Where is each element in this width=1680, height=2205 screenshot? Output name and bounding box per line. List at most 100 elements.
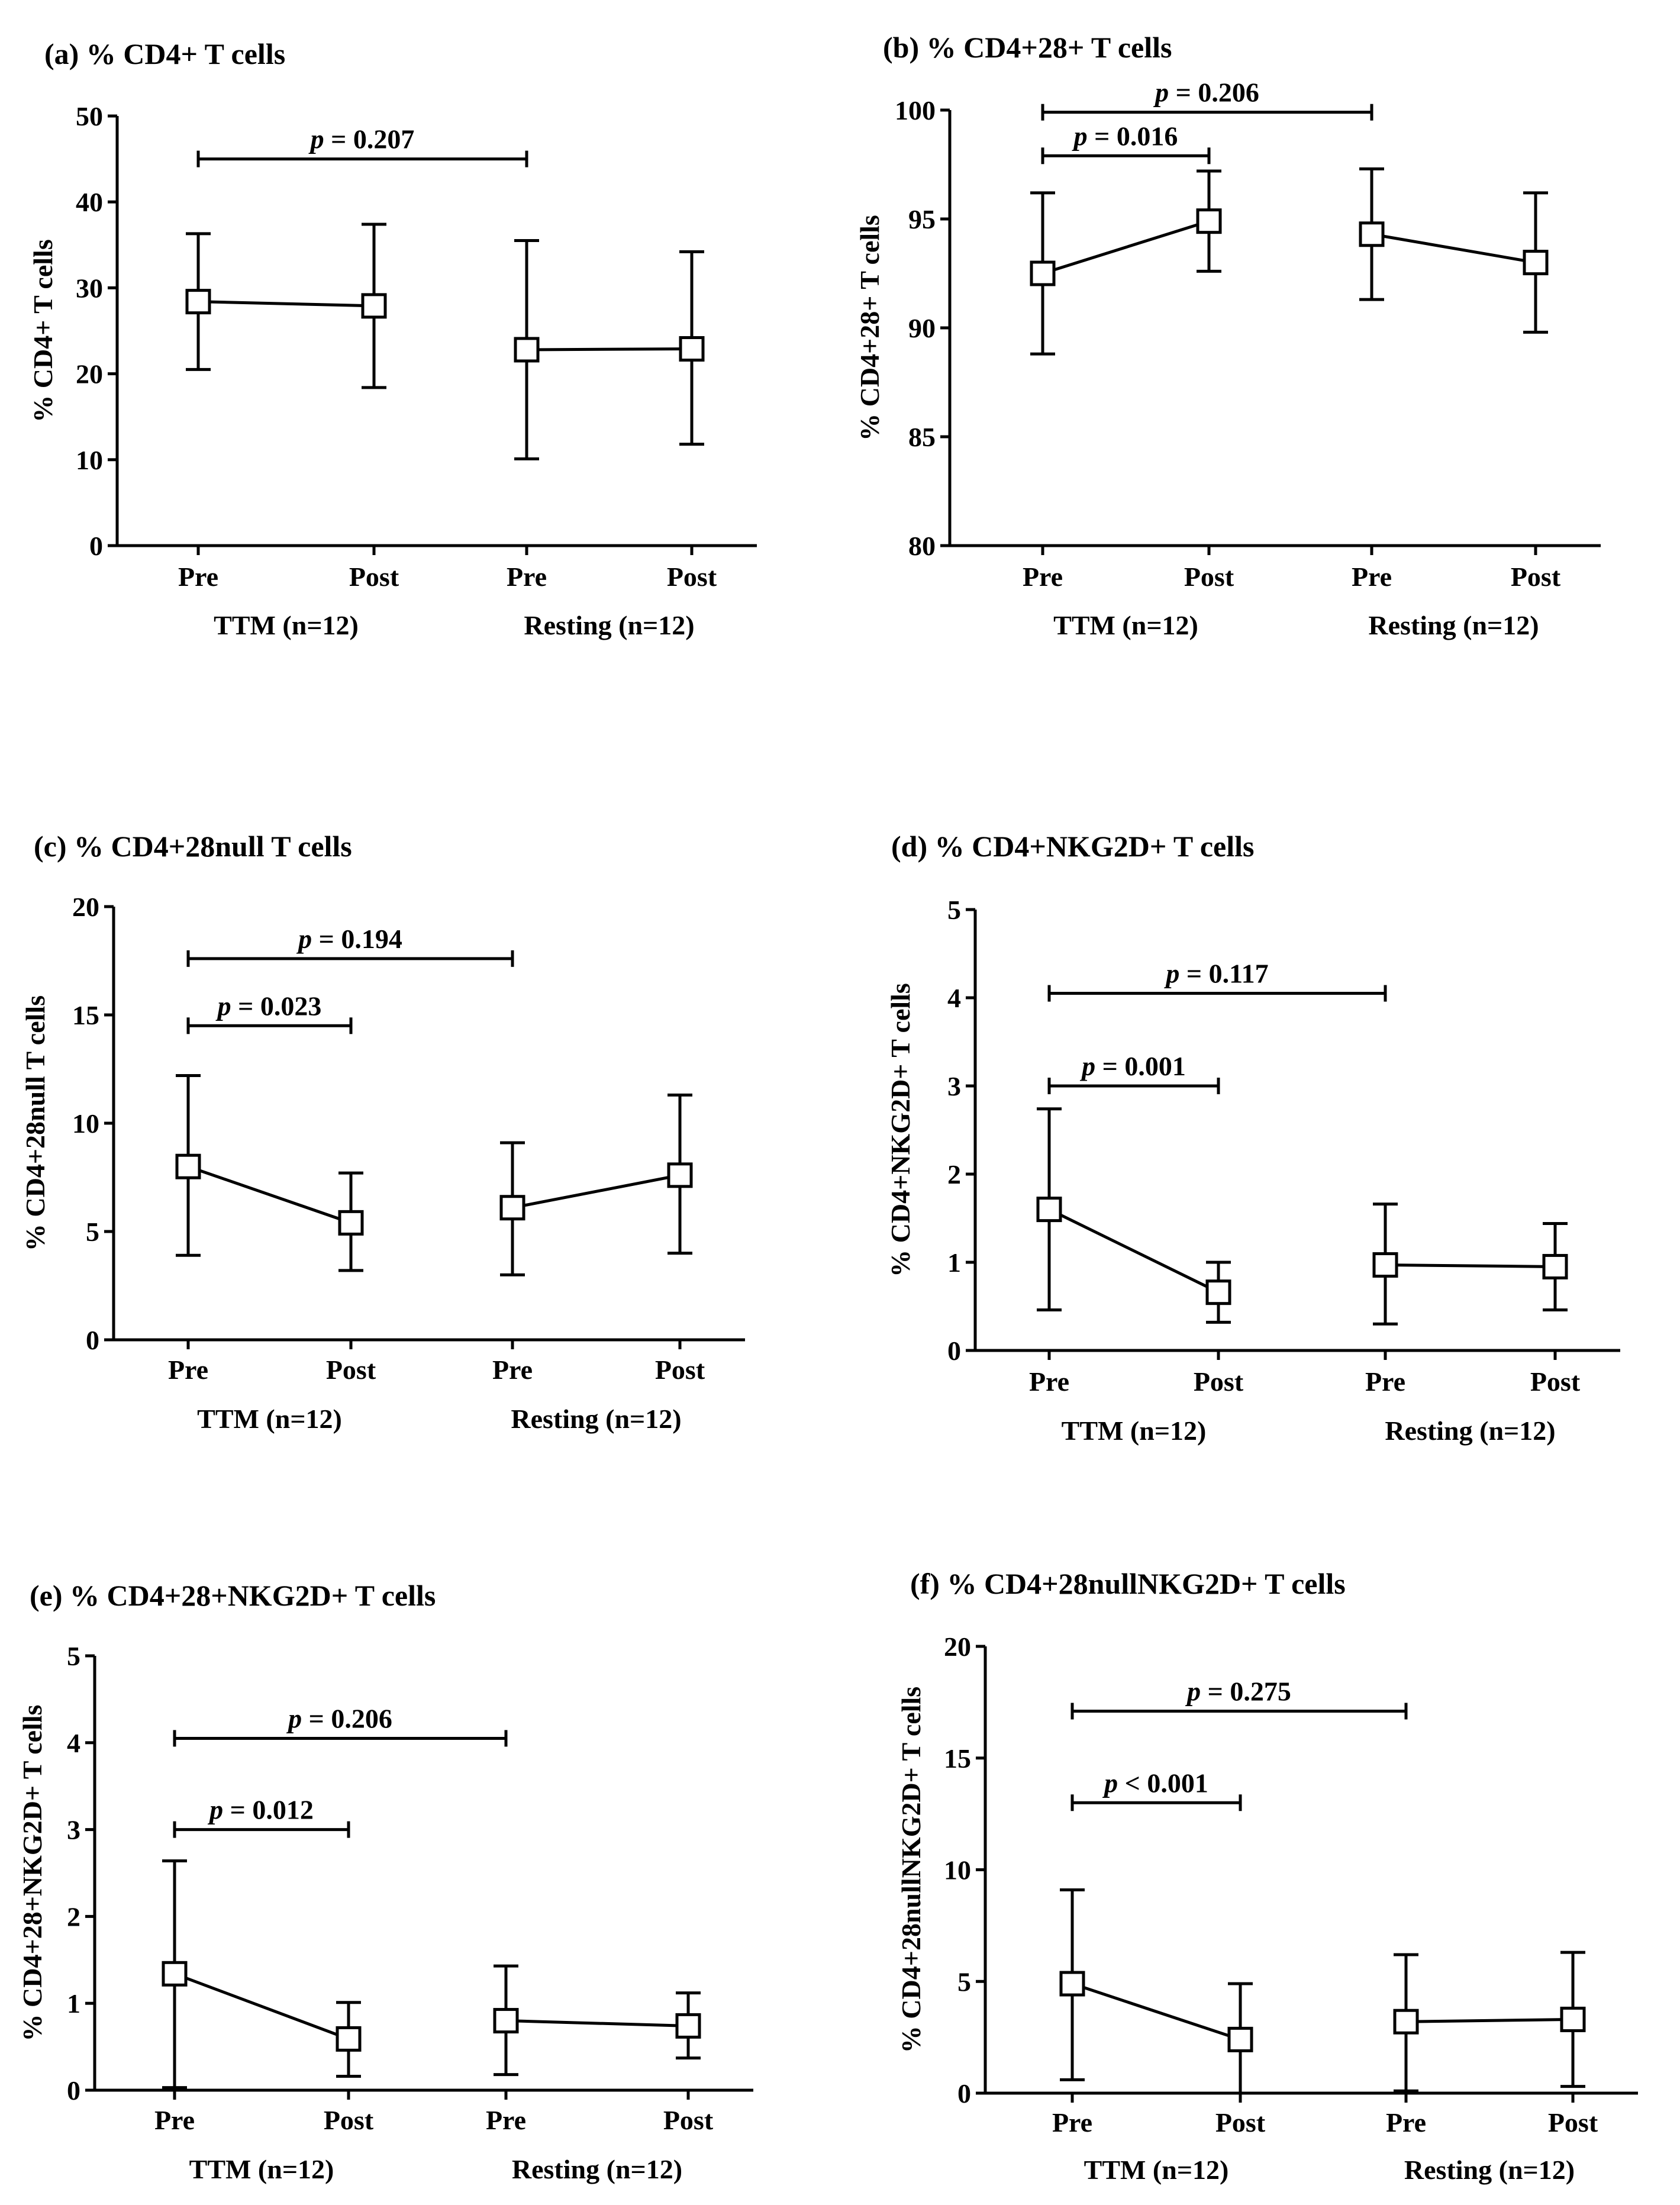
y-tick-label: 0 bbox=[89, 531, 103, 561]
data-point-marker bbox=[1523, 250, 1549, 276]
p-value-label: p = 0.023 bbox=[215, 991, 322, 1021]
x-tick-label: Post bbox=[1194, 1366, 1244, 1397]
p-value-label: p = 0.012 bbox=[207, 1795, 314, 1825]
y-axis-label: % CD4+28+NKG2D+ T cells bbox=[17, 1705, 47, 2042]
panels: (a) % CD4+ T cells% CD4+ T cells01020304… bbox=[17, 31, 1638, 2185]
y-tick-label: 15 bbox=[72, 1000, 99, 1030]
data-point-marker bbox=[1030, 260, 1056, 286]
y-tick-label: 0 bbox=[67, 2075, 80, 2106]
group-label: Resting (n=12) bbox=[511, 1404, 681, 1434]
p-value-label: p < 0.001 bbox=[1102, 1768, 1208, 1798]
y-axis-label: % CD4+28nullNKG2D+ T cells bbox=[896, 1687, 926, 2053]
y-tick-label: 85 bbox=[908, 422, 936, 452]
y-axis-label: % CD4+28null T cells bbox=[20, 995, 50, 1251]
y-tick-label: 10 bbox=[72, 1108, 99, 1139]
y-tick-label: 95 bbox=[908, 204, 936, 234]
p-value-label: p = 0.206 bbox=[286, 1703, 392, 1733]
data-point-marker bbox=[493, 2008, 519, 2034]
series-line bbox=[1048, 1208, 1220, 1294]
series-line bbox=[512, 1174, 681, 1210]
data-point-marker bbox=[1205, 1279, 1231, 1305]
x-tick-label: Pre bbox=[492, 1355, 533, 1385]
data-point-marker bbox=[338, 1210, 364, 1236]
y-tick-label: 20 bbox=[72, 892, 99, 922]
y-tick-label: 0 bbox=[957, 2078, 971, 2109]
panel-title: (d) % CD4+NKG2D+ T cells bbox=[891, 830, 1254, 863]
data-point-marker bbox=[679, 336, 705, 362]
x-tick-label: Pre bbox=[1386, 2107, 1426, 2138]
group-label: Resting (n=12) bbox=[1385, 1416, 1555, 1446]
data-point-marker bbox=[175, 1153, 201, 1179]
series-line bbox=[1072, 1982, 1241, 2041]
y-tick-label: 3 bbox=[947, 1071, 961, 1101]
x-tick-label: Post bbox=[324, 2105, 374, 2135]
series-line bbox=[198, 300, 375, 308]
data-point-marker bbox=[675, 2013, 701, 2039]
x-tick-label: Pre bbox=[1029, 1366, 1069, 1397]
y-axis-label: % CD4+28+ T cells bbox=[854, 215, 885, 441]
chart-panel-d: (d) % CD4+NKG2D+ T cells % CD4+NKG2D+ T c… bbox=[885, 830, 1620, 1446]
group-label: TTM (n=12) bbox=[197, 1404, 342, 1434]
x-tick-label: Post bbox=[655, 1355, 705, 1385]
y-tick-label: 5 bbox=[947, 895, 961, 925]
x-tick-label: Post bbox=[1184, 562, 1234, 592]
y-tick-label: 20 bbox=[944, 1632, 971, 1662]
y-tick-label: 0 bbox=[947, 1336, 961, 1366]
data-point-marker bbox=[1059, 1971, 1085, 1997]
series-line bbox=[1405, 2017, 1573, 2023]
y-tick-label: 1 bbox=[947, 1247, 961, 1278]
y-tick-label: 5 bbox=[67, 1641, 80, 1671]
y-tick-label: 20 bbox=[76, 359, 103, 389]
x-tick-label: Post bbox=[1548, 2107, 1598, 2138]
y-tick-label: 15 bbox=[944, 1743, 971, 1774]
x-tick-label: Post bbox=[667, 562, 717, 592]
series-line bbox=[1371, 233, 1536, 265]
y-tick-label: 2 bbox=[947, 1159, 961, 1189]
data-point-marker bbox=[1372, 1252, 1398, 1278]
x-tick-label: Post bbox=[349, 562, 399, 592]
data-point-marker bbox=[1227, 2026, 1253, 2052]
x-tick-label: Post bbox=[1530, 1366, 1581, 1397]
p-value-label: p = 0.194 bbox=[296, 924, 402, 954]
data-point-marker bbox=[361, 293, 387, 319]
data-point-marker bbox=[336, 2026, 362, 2052]
x-tick-label: Pre bbox=[507, 562, 547, 592]
x-tick-label: Post bbox=[663, 2105, 714, 2135]
y-tick-label: 80 bbox=[908, 531, 936, 561]
group-label: Resting (n=12) bbox=[524, 610, 694, 640]
x-tick-label: Post bbox=[1511, 562, 1561, 592]
data-point-marker bbox=[1393, 2009, 1419, 2035]
p-value-label: p = 0.117 bbox=[1163, 959, 1268, 989]
group-label: Resting (n=12) bbox=[512, 2154, 682, 2184]
p-value-label: p = 0.001 bbox=[1079, 1051, 1186, 1081]
y-tick-label: 1 bbox=[67, 1988, 80, 2019]
p-value-label: p = 0.016 bbox=[1072, 121, 1178, 151]
chart-panel-f: (f) % CD4+28nullNKG2D+ T cells % CD4+28nu… bbox=[896, 1567, 1638, 2185]
group-label: TTM (n=12) bbox=[214, 610, 359, 640]
y-tick-label: 10 bbox=[76, 445, 103, 475]
group-label: TTM (n=12) bbox=[189, 2154, 334, 2184]
y-axis-label: % CD4+NKG2D+ T cells bbox=[885, 983, 915, 1277]
chart-panel-a: (a) % CD4+ T cells % CD4+ T cells 0 10 20 30 4… bbox=[28, 37, 757, 640]
y-tick-label: 4 bbox=[67, 1728, 80, 1758]
group-label: TTM (n=12) bbox=[1084, 2155, 1229, 2185]
x-tick-label: Pre bbox=[1352, 562, 1392, 592]
x-tick-label: Pre bbox=[486, 2105, 526, 2135]
x-tick-label: Pre bbox=[178, 562, 218, 592]
group-label: TTM (n=12) bbox=[1053, 610, 1198, 640]
y-tick-label: 4 bbox=[947, 983, 961, 1013]
y-tick-label: 5 bbox=[957, 1967, 971, 1997]
p-value-label: p = 0.206 bbox=[1153, 78, 1259, 108]
x-tick-label: Post bbox=[1215, 2107, 1266, 2138]
p-value-label: p = 0.275 bbox=[1185, 1676, 1291, 1706]
data-point-marker bbox=[185, 289, 211, 315]
y-tick-label: 0 bbox=[86, 1325, 99, 1355]
x-tick-label: Pre bbox=[1052, 2107, 1092, 2138]
data-point-marker bbox=[162, 1961, 188, 1987]
x-tick-label: Pre bbox=[154, 2105, 195, 2135]
x-tick-label: Pre bbox=[1023, 562, 1063, 592]
series-line bbox=[1385, 1263, 1556, 1268]
panel-title: (b) % CD4+28+ T cells bbox=[883, 31, 1172, 64]
